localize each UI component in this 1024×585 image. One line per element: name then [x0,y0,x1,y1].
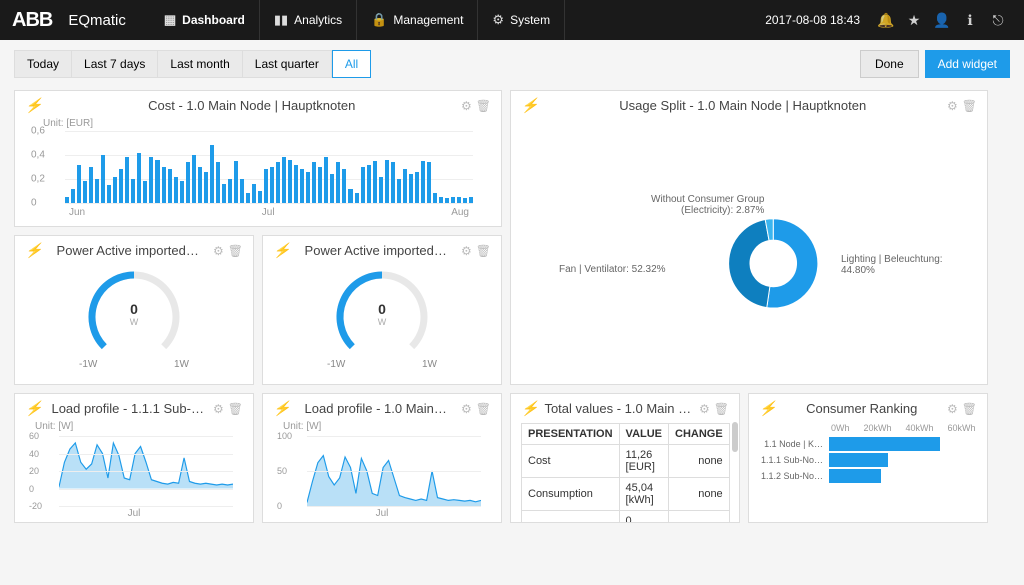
unit-label: Unit: [W] [35,421,243,432]
range-today[interactable]: Today [14,50,72,78]
gear-icon[interactable]: ⚙ [461,99,472,113]
rank-row: 1.1.1 Sub-No… [759,453,977,467]
topbar: ABB EQmatic ▦Dashboard▮▮Analytics🔒Manage… [0,0,1024,40]
nav-management[interactable]: 🔒Management [357,0,478,40]
top-icon-4[interactable]: ⎋ [984,12,1012,29]
gear-icon[interactable]: ⚙ [461,244,472,258]
nav-system[interactable]: ⚙System [478,0,565,40]
range-last-month[interactable]: Last month [158,50,242,78]
donut-chart: Fan | Ventilator: 52.32%Lighting | Beleu… [521,114,977,374]
card-title: Usage Split - 1.0 Main Node | Hauptknote… [544,98,941,113]
top-icon-0[interactable]: 🔔 [872,12,900,29]
area-chart: 100500 [307,436,481,506]
range-last-quarter[interactable]: Last quarter [243,50,332,78]
card-cost: ⚡ Cost - 1.0 Main Node | Hauptknoten ⚙🗑 … [14,90,502,227]
card-title: Cost - 1.0 Main Node | Hauptknoten [48,98,455,113]
app-name: EQmatic [68,12,126,29]
bolt-icon: ⚡ [759,400,776,417]
unit-label: Unit: [W] [283,421,491,432]
trash-icon[interactable]: 🗑 [962,402,977,416]
gear-icon[interactable]: ⚙ [699,402,710,416]
card-load-profile-2: ⚡ Load profile - 1.0 Main… ⚙🗑 Unit: [W] … [262,393,502,523]
gauge-unit: W [378,317,387,327]
card-gauge-1: ⚡ Power Active imported… ⚙🗑 0W-1W1W [14,235,254,385]
trash-icon[interactable]: 🗑 [962,99,977,113]
x-label: Jul [273,508,491,519]
range-last-7-days[interactable]: Last 7 days [72,50,158,78]
toolbar: TodayLast 7 daysLast monthLast quarterAl… [0,40,1024,88]
rank-row: 1.1.2 Sub-No… [759,469,977,483]
bolt-icon: ⚡ [521,97,538,114]
area-chart: 6040200-20 [59,436,233,506]
gauge-value: 0 [378,301,386,317]
trash-icon[interactable]: 🗑 [476,402,491,416]
nav-dashboard[interactable]: ▦Dashboard [150,0,260,40]
card-title: Load profile - 1.1.1 Sub-… [48,401,207,416]
bolt-icon: ⚡ [25,242,42,259]
bolt-icon: ⚡ [273,400,290,417]
scrollbar-thumb[interactable] [732,422,738,452]
nav-icon: ▦ [164,12,176,28]
gear-icon[interactable]: ⚙ [947,99,958,113]
nav-icon: ▮▮ [274,12,288,28]
card-title: Power Active imported… [48,243,207,258]
done-button[interactable]: Done [860,50,919,78]
card-title: Load profile - 1.0 Main… [296,401,455,416]
bolt-icon: ⚡ [25,97,42,114]
card-gauge-2: ⚡ Power Active imported… ⚙🗑 0W-1W1W [262,235,502,385]
gear-icon[interactable]: ⚙ [213,244,224,258]
table-row: Consumption45,04 [kWh]none [522,478,730,511]
nav-analytics[interactable]: ▮▮Analytics [260,0,357,40]
unit-label: Unit: [EUR] [43,118,491,129]
gauge-unit: W [130,317,139,327]
rank-row: 1.1 Node | K… [759,437,977,451]
trash-icon[interactable]: 🗑 [476,99,491,113]
card-title: Total values - 1.0 Main N… [544,401,693,416]
gear-icon[interactable]: ⚙ [461,402,472,416]
trash-icon[interactable]: 🗑 [228,244,243,258]
bolt-icon: ⚡ [25,400,42,417]
col-header: CHANGE [669,424,730,445]
rank-label: 1.1.1 Sub-No… [759,455,823,465]
card-load-profile-1: ⚡ Load profile - 1.1.1 Sub-… ⚙ 🗑 Unit: [W… [14,393,254,523]
bolt-icon: ⚡ [521,400,538,417]
gear-icon[interactable]: ⚙ [213,402,224,416]
card-title: Power Active imported… [296,243,455,258]
totals-table: PRESENTATIONVALUECHANGECost11,26 [EUR]no… [521,423,730,523]
gear-icon[interactable]: ⚙ [947,402,958,416]
gauge-value: 0 [130,301,138,317]
table-row: Generation0 [kWh]none [522,511,730,524]
rank-label: 1.1 Node | K… [759,439,823,449]
x-label: Jul [25,508,243,519]
range-all[interactable]: All [332,50,371,78]
datetime: 2017-08-08 18:43 [765,13,860,27]
col-header: VALUE [619,424,668,445]
card-total-values: ⚡ Total values - 1.0 Main N… ⚙ 🗑 PRESENTA… [510,393,740,523]
trash-icon[interactable]: 🗑 [714,402,729,416]
card-consumer-ranking: ⚡ Consumer Ranking ⚙🗑 0Wh20kWh40kWh60kWh… [748,393,988,523]
table-row: Cost11,26 [EUR]none [522,445,730,478]
card-usage-split: ⚡ Usage Split - 1.0 Main Node | Hauptkno… [510,90,988,385]
nav-icon: 🔒 [371,12,387,28]
bolt-icon: ⚡ [273,242,290,259]
trash-icon[interactable]: 🗑 [228,402,243,416]
trash-icon[interactable]: 🗑 [476,244,491,258]
top-icon-2[interactable]: 👤 [928,12,956,29]
cost-bar-chart: 0,60,40,20 [65,131,473,203]
top-icon-3[interactable]: ℹ [956,12,984,29]
add-widget-button[interactable]: Add widget [925,50,1010,78]
rank-label: 1.1.2 Sub-No… [759,471,823,481]
col-header: PRESENTATION [522,424,620,445]
card-title: Consumer Ranking [782,401,941,416]
nav-icon: ⚙ [492,12,504,28]
top-icon-1[interactable]: ★ [900,12,928,29]
brand-logo: ABB [12,9,52,32]
